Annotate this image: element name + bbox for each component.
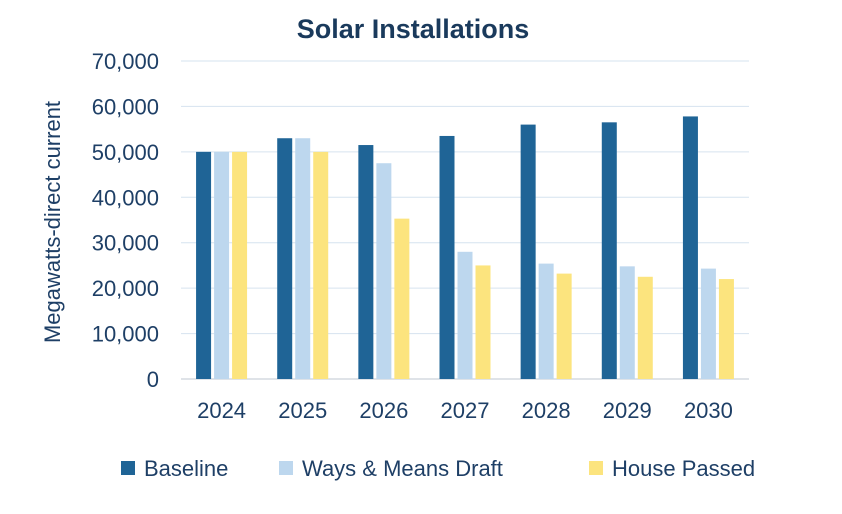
y-tick-label: 60,000 xyxy=(92,94,159,119)
bar xyxy=(196,151,212,379)
bar xyxy=(457,251,473,379)
y-tick-label: 10,000 xyxy=(92,322,159,347)
y-tick-label: 20,000 xyxy=(92,276,159,301)
legend-swatch xyxy=(279,461,293,475)
bar xyxy=(313,151,329,379)
bar xyxy=(475,265,491,379)
legend-swatch xyxy=(589,461,603,475)
bar xyxy=(232,151,248,379)
x-tick-label: 2024 xyxy=(197,398,246,423)
x-tick-label: 2025 xyxy=(278,398,327,423)
bar xyxy=(214,151,230,379)
y-tick-label: 0 xyxy=(147,367,159,392)
y-axis-label: Megawatts-direct current xyxy=(40,101,65,343)
y-tick-label: 40,000 xyxy=(92,185,159,210)
bar xyxy=(637,276,653,379)
bar xyxy=(520,124,536,379)
bar xyxy=(682,116,698,380)
bars xyxy=(196,116,734,380)
bar xyxy=(439,135,455,379)
x-tick-label: 2026 xyxy=(359,398,408,423)
bar xyxy=(601,122,617,379)
y-tick-label: 50,000 xyxy=(92,140,159,165)
y-tick-label: 30,000 xyxy=(92,231,159,256)
bar xyxy=(556,273,572,379)
chart-title: Solar Installations xyxy=(297,14,530,44)
y-tick-label: 70,000 xyxy=(92,49,159,74)
bar xyxy=(376,163,392,379)
bar xyxy=(619,266,635,379)
x-tick-label: 2029 xyxy=(603,398,652,423)
bar xyxy=(277,138,293,379)
legend-swatch xyxy=(121,461,135,475)
bar xyxy=(718,279,734,379)
legend-label: Baseline xyxy=(144,456,228,481)
bar xyxy=(394,218,410,379)
y-tick-labels: 0 10,000 20,000 30,000 40,000 50,000 60,000 70,… xyxy=(92,49,159,392)
x-tick-label: 2028 xyxy=(522,398,571,423)
legend: Baseline Ways & Means Draft House Passed xyxy=(121,456,755,481)
bar xyxy=(700,268,716,379)
x-tick-labels: 2024 2025 2026 2027 2028 2029 2030 xyxy=(197,398,733,423)
x-tick-label: 2027 xyxy=(441,398,490,423)
legend-label: House Passed xyxy=(612,456,755,481)
bar xyxy=(295,138,311,379)
x-tick-label: 2030 xyxy=(684,398,733,423)
bar xyxy=(358,145,374,379)
bar xyxy=(538,263,554,379)
legend-label: Ways & Means Draft xyxy=(302,456,503,481)
